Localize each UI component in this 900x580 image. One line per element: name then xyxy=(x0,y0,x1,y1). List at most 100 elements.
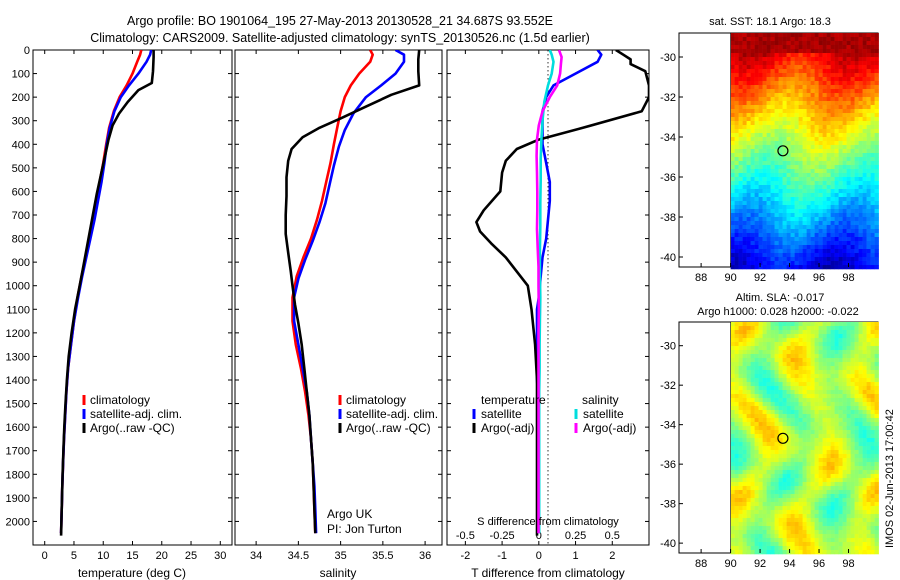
sst-heatmap-cell xyxy=(790,117,795,122)
sla-heatmap-cell xyxy=(834,426,839,431)
sst-heatmap-cell xyxy=(842,69,847,74)
sst-heatmap-cell xyxy=(746,57,751,62)
sst-heatmap-cell xyxy=(842,181,847,186)
sst-heatmap-cell xyxy=(818,129,823,134)
sla-heatmap-cell xyxy=(762,330,767,335)
sla-heatmap-cell xyxy=(750,502,755,507)
sla-heatmap-cell xyxy=(734,474,739,479)
sla-heatmap-cell xyxy=(858,346,863,351)
sla-heatmap-cell xyxy=(838,378,843,383)
sla-heatmap-cell xyxy=(866,366,871,371)
sst-heatmap-cell xyxy=(762,221,767,226)
sst-heatmap-cell xyxy=(746,61,751,66)
sst-heatmap-cell xyxy=(866,69,871,74)
sst-heatmap-cell xyxy=(830,201,835,206)
sst-heatmap-cell xyxy=(810,93,815,98)
sst-heatmap-cell xyxy=(798,161,803,166)
sla-heatmap-cell xyxy=(830,350,835,355)
sla-heatmap-cell xyxy=(814,402,819,407)
sla-heatmap-cell xyxy=(790,414,795,419)
sst-heatmap-cell xyxy=(834,137,839,142)
sla-heatmap-cell xyxy=(758,410,763,415)
sla-heatmap-cell xyxy=(738,498,743,503)
sla-heatmap-cell xyxy=(802,526,807,531)
sla-heatmap-cell xyxy=(766,522,771,527)
sla-heatmap-cell xyxy=(866,490,871,495)
sla-heatmap-cell xyxy=(870,322,875,327)
sst-heatmap-cell xyxy=(834,249,839,254)
sla-heatmap-cell xyxy=(850,510,855,515)
sst-heatmap-cell xyxy=(738,37,743,42)
sla-heatmap-cell xyxy=(838,354,843,359)
sst-heatmap-cell xyxy=(750,53,755,58)
sst-heatmap-cell xyxy=(742,125,747,130)
sla-heatmap-cell xyxy=(770,498,775,503)
sla-heatmap-cell xyxy=(814,470,819,475)
sst-heatmap-cell xyxy=(874,181,879,186)
sla-heatmap-cell xyxy=(750,358,755,363)
sst-heatmap-cell xyxy=(782,233,787,238)
sst-heatmap-cell xyxy=(850,137,855,142)
sst-heatmap-cell xyxy=(842,53,847,58)
sla-heatmap-cell xyxy=(762,418,767,423)
sla-heatmap-cell xyxy=(814,522,819,527)
sla-heatmap-cell xyxy=(802,414,807,419)
sla-heatmap-cell xyxy=(870,470,875,475)
sla-heatmap-cell xyxy=(750,546,755,551)
sla-heatmap-cell xyxy=(754,326,759,331)
sst-heatmap-cell xyxy=(790,89,795,94)
sla-heatmap-cell xyxy=(850,338,855,343)
sla-heatmap-cell xyxy=(854,518,859,523)
sst-heatmap-cell xyxy=(810,181,815,186)
sla-heatmap-cell xyxy=(842,494,847,499)
sla-heatmap-cell xyxy=(818,546,823,551)
sla-heatmap-cell xyxy=(798,486,803,491)
sla-heatmap-cell xyxy=(758,350,763,355)
sla-heatmap-cell xyxy=(762,386,767,391)
sst-heatmap-cell xyxy=(758,45,763,50)
sst-heatmap-cell xyxy=(734,49,739,54)
sla-heatmap-cell xyxy=(786,330,791,335)
sst-heatmap-cell xyxy=(814,197,819,202)
sla-heatmap-cell xyxy=(838,518,843,523)
sla-heatmap-cell xyxy=(758,454,763,459)
sst-heatmap-cell xyxy=(746,125,751,130)
sst-heatmap-cell xyxy=(842,81,847,86)
sla-heatmap-cell xyxy=(866,362,871,367)
sla-heatmap-cell xyxy=(758,362,763,367)
sst-heatmap-cell xyxy=(862,233,867,238)
sst-heatmap-cell xyxy=(754,65,759,70)
sst-heatmap-cell xyxy=(866,237,871,242)
sst-heatmap-cell xyxy=(742,101,747,106)
sla-heatmap-cell xyxy=(786,430,791,435)
sst-heatmap-cell xyxy=(822,221,827,226)
sst-heatmap-cell xyxy=(810,109,815,114)
sla-heatmap-cell xyxy=(774,510,779,515)
sla-heatmap-cell xyxy=(806,466,811,471)
sla-heatmap-cell xyxy=(870,326,875,331)
sla-heatmap-cell xyxy=(750,522,755,527)
sla-heatmap-cell xyxy=(778,490,783,495)
sst-heatmap-cell xyxy=(818,257,823,262)
sst-heatmap-cell xyxy=(818,217,823,222)
sla-heatmap-cell xyxy=(742,354,747,359)
sst-heatmap-cell xyxy=(866,45,871,50)
sla-heatmap-cell xyxy=(870,362,875,367)
sla-heatmap-cell xyxy=(798,374,803,379)
sst-heatmap-cell xyxy=(818,57,823,62)
sst-heatmap-cell xyxy=(758,105,763,110)
sst-heatmap-cell xyxy=(838,69,843,74)
sst-heatmap-cell xyxy=(774,125,779,130)
sst-heatmap-cell xyxy=(758,241,763,246)
sla-heatmap-cell xyxy=(870,418,875,423)
sst-heatmap-cell xyxy=(774,201,779,206)
sla-heatmap-cell xyxy=(818,326,823,331)
sst-heatmap-cell xyxy=(822,201,827,206)
sst-heatmap-cell xyxy=(762,185,767,190)
temperature-x-tick-label: 0 xyxy=(42,550,48,562)
sst-heatmap-cell xyxy=(862,77,867,82)
sla-heatmap-cell xyxy=(822,394,827,399)
sst-heatmap-cell xyxy=(862,169,867,174)
sst-heatmap-cell xyxy=(766,245,771,250)
sst-heatmap-cell xyxy=(794,53,799,58)
